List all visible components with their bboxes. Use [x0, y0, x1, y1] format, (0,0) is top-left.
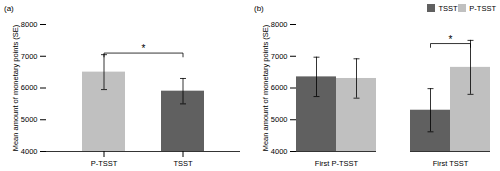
html-text:TSST: TSST: [438, 3, 458, 13]
html-text:(a): (a): [4, 3, 14, 13]
html-text:P-TSST: P-TSST: [469, 3, 496, 13]
svg-text:8000: 8000: [21, 20, 38, 29]
svg-text:5000: 5000: [21, 115, 38, 124]
svg-text:*: *: [142, 43, 146, 54]
html-text:(b): (b): [254, 3, 264, 13]
svg-text:5000: 5000: [271, 115, 288, 124]
svg-text:6000: 6000: [21, 83, 38, 92]
svg-text:4000: 4000: [271, 147, 288, 156]
svg-text:P-TSST: P-TSST: [91, 159, 118, 168]
svg-text:First TSST: First TSST: [433, 159, 469, 168]
svg-text:4000: 4000: [21, 147, 38, 156]
svg-text:Mean amount of monetary points: Mean amount of monetary points (SE): [11, 24, 20, 151]
svg-text:7000: 7000: [21, 52, 38, 61]
svg-text:6000: 6000: [271, 83, 288, 92]
svg-text:Mean amount of monetary points: Mean amount of monetary points (SE): [261, 24, 270, 151]
svg-text:7000: 7000: [271, 52, 288, 61]
svg-text:TSST: TSST: [173, 159, 193, 168]
svg-text:First P-TSST: First P-TSST: [315, 159, 359, 168]
svg-text:*: *: [449, 34, 453, 45]
svg-text:8000: 8000: [271, 20, 288, 29]
